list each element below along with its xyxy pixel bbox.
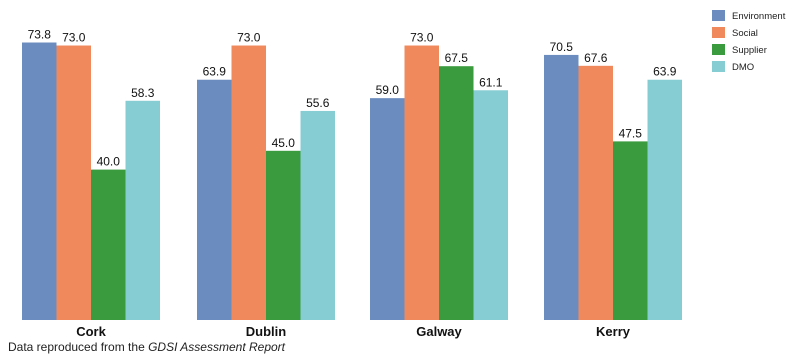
bar-cork-environment [22, 42, 57, 321]
value-label-cork-environment: 73.8 [28, 28, 52, 42]
category-labels-layer: Cork Dublin Galway Kerry [76, 324, 631, 339]
bar-galway-dmo [473, 90, 508, 320]
value-label-cork-dmo: 58.3 [131, 86, 155, 100]
bar-kerry-environment [544, 54, 579, 321]
legend-swatch-social [712, 27, 725, 38]
value-label-dublin-supplier: 45.0 [272, 136, 296, 150]
bar-dublin-dmo [300, 110, 335, 320]
value-labels-layer: 73.8 73.0 40.0 58.3 63.9 73.0 45.0 55.6 59.0 73.0… [28, 28, 677, 169]
legend-label-environment: Environment [732, 11, 786, 22]
value-label-cork-social: 73.0 [62, 31, 86, 45]
bar-cork-social [56, 45, 91, 321]
bar-dublin-environment [197, 79, 232, 321]
value-label-kerry-social: 67.6 [584, 51, 608, 65]
bar-cork-supplier [91, 169, 126, 320]
value-label-galway-dmo: 61.1 [479, 75, 503, 89]
value-label-kerry-supplier: 47.5 [619, 126, 643, 140]
bar-cork-dmo [125, 100, 160, 321]
bar-galway-social [404, 45, 439, 321]
bar-galway-environment [370, 98, 405, 320]
legend-label-social: Social [732, 28, 758, 39]
value-label-dublin-environment: 63.9 [203, 65, 227, 79]
category-label-dublin: Dublin [246, 324, 286, 339]
legend-label-supplier: Supplier [732, 45, 767, 56]
value-label-galway-social: 73.0 [410, 31, 434, 45]
bar-dublin-supplier [266, 150, 301, 320]
value-label-galway-supplier: 67.5 [445, 51, 469, 65]
legend: Environment Social Supplier DMO [712, 10, 786, 73]
category-label-galway: Galway [416, 324, 462, 339]
footnote-source: GDSI Assessment Report [148, 340, 286, 354]
legend-label-dmo: DMO [732, 62, 754, 73]
legend-swatch-dmo [712, 61, 725, 72]
bars-layer [22, 42, 682, 321]
legend-swatch-supplier [712, 44, 725, 55]
value-label-kerry-dmo: 63.9 [653, 65, 677, 79]
legend-swatch-environment [712, 10, 725, 21]
value-label-dublin-social: 73.0 [237, 31, 261, 45]
value-label-cork-supplier: 40.0 [97, 155, 121, 169]
value-label-dublin-dmo: 55.6 [306, 96, 330, 110]
bar-galway-supplier [439, 66, 474, 320]
bar-dublin-social [231, 45, 266, 321]
bar-kerry-dmo [647, 79, 682, 321]
category-label-cork: Cork [76, 324, 106, 339]
source-footnote: Data reproduced from the GDSI Assessment… [8, 340, 285, 354]
category-label-kerry: Kerry [596, 324, 631, 339]
footnote-prefix: Data reproduced from the [8, 340, 149, 354]
value-label-galway-environment: 59.0 [376, 83, 400, 97]
bar-kerry-social [578, 65, 613, 320]
value-label-kerry-environment: 70.5 [550, 40, 574, 54]
bar-kerry-supplier [613, 141, 648, 320]
